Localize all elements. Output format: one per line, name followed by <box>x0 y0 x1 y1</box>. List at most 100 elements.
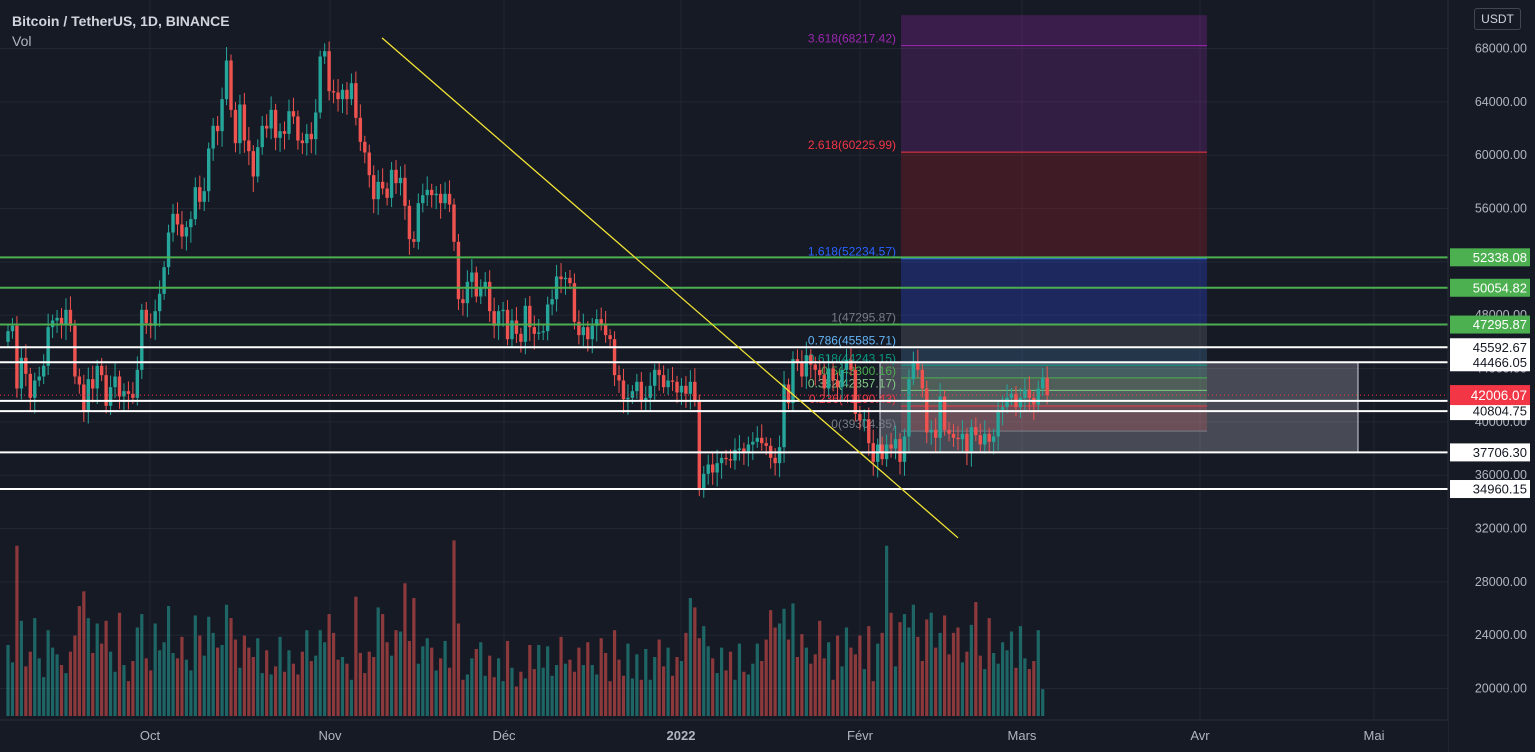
volume-bar <box>728 651 733 716</box>
candle-body <box>960 433 965 440</box>
volume-bar <box>697 638 701 716</box>
volume-bar <box>6 644 10 716</box>
candle-body <box>492 311 496 326</box>
x-tick-label: Févr <box>847 728 874 743</box>
candle-body <box>599 319 603 325</box>
candle-body <box>443 193 447 204</box>
y-tick-label: 68000.00 <box>1475 42 1527 56</box>
candle-body <box>91 379 95 389</box>
volume-bar <box>947 654 951 716</box>
volume-bar <box>537 644 541 716</box>
volume-label[interactable]: Vol <box>12 33 32 49</box>
candle-body <box>242 104 247 141</box>
candle-body <box>349 83 354 100</box>
level-tag <box>1450 480 1530 499</box>
candle-body <box>737 448 742 450</box>
candle-body <box>867 419 871 444</box>
volume-bar <box>117 612 122 716</box>
volume-bar <box>769 610 773 716</box>
volume-bar <box>318 630 322 716</box>
volume-bar <box>91 652 95 716</box>
volume-bar <box>764 639 768 716</box>
candle-body <box>545 304 550 332</box>
candle-body <box>933 429 938 438</box>
volume-bar <box>372 657 376 716</box>
candle-body <box>661 375 666 388</box>
candle-body <box>287 111 291 134</box>
volume-bar <box>827 642 831 716</box>
volume-bar <box>144 658 148 716</box>
candle-body <box>626 397 630 400</box>
volume-bar <box>844 627 849 716</box>
volume-bar <box>126 681 131 716</box>
volume-bar <box>666 647 670 716</box>
candle-body <box>389 169 394 198</box>
volume-bar <box>1009 631 1014 716</box>
candle-body <box>430 189 434 196</box>
candle-body <box>813 364 817 370</box>
candle-body <box>706 464 710 474</box>
candle-body <box>447 193 452 205</box>
candle-body <box>635 381 639 392</box>
level-tag-label: 44466.05 <box>1473 355 1527 370</box>
volume-bar <box>381 614 385 716</box>
volume-bar <box>1018 626 1023 716</box>
candle-body <box>55 317 59 321</box>
volume-bar <box>612 630 617 716</box>
candle-body <box>135 369 140 398</box>
volume-bar <box>193 615 197 716</box>
volume-bar <box>233 639 238 716</box>
candle-body <box>104 375 108 406</box>
volume-bar <box>407 640 411 716</box>
candle-body <box>920 369 924 389</box>
volume-bar <box>871 681 875 716</box>
volume-bar <box>559 636 563 716</box>
volume-bar <box>461 679 465 716</box>
volume-bar <box>354 596 358 716</box>
level-tag-label: 52338.08 <box>1473 250 1527 265</box>
candle-body <box>733 449 737 461</box>
currency-button[interactable]: USDT <box>1474 8 1521 30</box>
candle-body <box>617 375 621 381</box>
candle-body <box>501 309 505 312</box>
candle-body <box>581 327 586 336</box>
candle-body <box>835 380 840 388</box>
volume-bar <box>216 647 220 716</box>
candle-body <box>666 380 670 388</box>
volume-bar <box>733 679 737 716</box>
volume-bar <box>171 652 175 716</box>
volume-bar <box>907 627 911 716</box>
volume-bar <box>46 630 50 716</box>
volume-bar <box>791 603 795 716</box>
candle-body <box>519 333 523 342</box>
volume-bar <box>577 647 581 716</box>
volume-bar <box>1023 658 1027 716</box>
candle-body <box>621 380 626 400</box>
candle-body <box>336 92 340 100</box>
candle-body <box>407 205 412 240</box>
fib-label: 1(47295.87) <box>831 311 896 325</box>
symbol-title[interactable]: Bitcoin / TetherUS, 1D, BINANCE <box>12 13 230 29</box>
volume-bar <box>617 659 621 716</box>
volume-bar <box>95 623 99 716</box>
candle-body <box>987 433 991 442</box>
volume-bar <box>889 612 893 716</box>
candle-body <box>639 381 644 401</box>
volume-bar <box>260 673 264 716</box>
volume-bar <box>224 604 229 716</box>
candle-body <box>140 309 144 370</box>
candle-body <box>1027 389 1032 398</box>
candle-body <box>657 369 661 376</box>
candle-body <box>893 439 898 449</box>
volume-bar <box>523 678 527 716</box>
volume-bar <box>595 674 599 716</box>
volume-bar <box>282 671 287 716</box>
candle-body <box>474 272 478 297</box>
volume-bar <box>867 626 871 716</box>
volume-bar <box>447 667 452 716</box>
volume-bar <box>403 583 407 716</box>
volume-bar <box>492 677 496 716</box>
volume-bar <box>822 658 826 716</box>
candle-body <box>95 365 99 389</box>
